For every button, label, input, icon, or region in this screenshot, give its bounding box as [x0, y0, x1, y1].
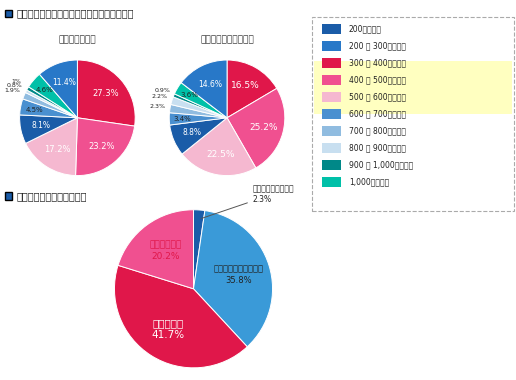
Wedge shape: [26, 118, 77, 176]
Text: 300 ～ 400万円未満: 300 ～ 400万円未満: [349, 59, 406, 68]
Bar: [322, 58, 341, 68]
Text: 8.1%: 8.1%: [31, 121, 50, 130]
Text: 3.6%: 3.6%: [180, 92, 198, 98]
Bar: [322, 126, 341, 136]
Wedge shape: [77, 60, 135, 126]
Text: 16.5%: 16.5%: [231, 81, 260, 90]
Wedge shape: [27, 87, 77, 118]
Text: 大いに満足している
2.3%: 大いに満足している 2.3%: [201, 184, 295, 218]
Title: ＜昨年の年収＞: ＜昨年の年収＞: [59, 36, 96, 45]
Wedge shape: [182, 118, 256, 176]
Text: 400 ～ 500万円未満: 400 ～ 500万円未満: [349, 76, 406, 84]
Wedge shape: [169, 105, 227, 118]
Text: 0.8%: 0.8%: [7, 83, 23, 88]
Wedge shape: [174, 83, 227, 118]
Text: 1,000万円以上: 1,000万円以上: [349, 177, 389, 187]
Wedge shape: [173, 94, 227, 118]
Bar: [322, 160, 341, 170]
Text: 600 ～ 700万円未満: 600 ～ 700万円未満: [349, 109, 406, 119]
Text: 200 ～ 300万円未満: 200 ～ 300万円未満: [349, 41, 406, 51]
Wedge shape: [28, 74, 77, 118]
Wedge shape: [194, 210, 205, 289]
Text: 1%: 1%: [12, 79, 22, 84]
Wedge shape: [170, 118, 227, 154]
Wedge shape: [171, 97, 227, 118]
Wedge shape: [20, 99, 77, 118]
Text: 17.2%: 17.2%: [44, 145, 70, 154]
Wedge shape: [23, 93, 77, 118]
Text: 800 ～ 900万円未満: 800 ～ 900万円未満: [349, 144, 406, 152]
Bar: [322, 75, 341, 85]
Text: 11.4%: 11.4%: [52, 78, 76, 87]
Wedge shape: [25, 90, 77, 118]
Text: 0.9%: 0.9%: [154, 88, 170, 93]
Text: 27.3%: 27.3%: [92, 89, 119, 98]
Bar: [322, 109, 341, 119]
Title: ＜妥当だと思う年収＞: ＜妥当だと思う年収＞: [200, 36, 254, 45]
Text: 3.4%: 3.4%: [174, 116, 191, 122]
Wedge shape: [227, 60, 277, 118]
Text: 900 ～ 1,000万円未満: 900 ～ 1,000万円未満: [349, 160, 413, 169]
Bar: [322, 24, 341, 34]
Text: 昨年１年間の年収額＆妥当だと感じる年収額: 昨年１年間の年収額＆妥当だと感じる年収額: [17, 8, 134, 18]
Wedge shape: [20, 115, 77, 143]
Text: 500 ～ 600万円未満: 500 ～ 600万円未満: [349, 92, 406, 101]
Text: 2.3%: 2.3%: [150, 104, 166, 109]
Wedge shape: [181, 60, 227, 118]
Wedge shape: [118, 210, 194, 289]
Bar: [322, 143, 341, 153]
Bar: [322, 41, 341, 51]
Text: 4.6%: 4.6%: [36, 87, 53, 93]
Text: 2.2%: 2.2%: [152, 94, 168, 99]
Text: 4.5%: 4.5%: [26, 106, 44, 112]
Text: 200万円未満: 200万円未満: [349, 25, 382, 33]
Text: 23.2%: 23.2%: [88, 142, 115, 151]
Text: 14.6%: 14.6%: [199, 80, 222, 89]
Text: ある程度満足している
35.8%: ある程度満足している 35.8%: [214, 264, 264, 285]
Wedge shape: [75, 118, 135, 176]
Text: 22.5%: 22.5%: [206, 150, 234, 159]
Text: 大いに不満だ
20.2%: 大いに不満だ 20.2%: [149, 241, 182, 261]
Bar: [322, 92, 341, 102]
Wedge shape: [39, 60, 77, 118]
Text: 700 ～ 800万円未満: 700 ～ 800万円未満: [349, 127, 406, 136]
Text: 少々不満だ
41.7%: 少々不満だ 41.7%: [152, 318, 185, 340]
Wedge shape: [194, 211, 272, 347]
Text: 1.9%: 1.9%: [4, 88, 20, 93]
Wedge shape: [169, 113, 227, 125]
Bar: [322, 177, 341, 187]
Text: 8.8%: 8.8%: [183, 128, 202, 137]
Bar: [314, 61, 512, 114]
Text: 現在の年収に対する満足度: 現在の年収に対する満足度: [17, 191, 87, 201]
Text: 25.2%: 25.2%: [249, 123, 278, 132]
Wedge shape: [115, 265, 247, 368]
Wedge shape: [227, 89, 285, 168]
